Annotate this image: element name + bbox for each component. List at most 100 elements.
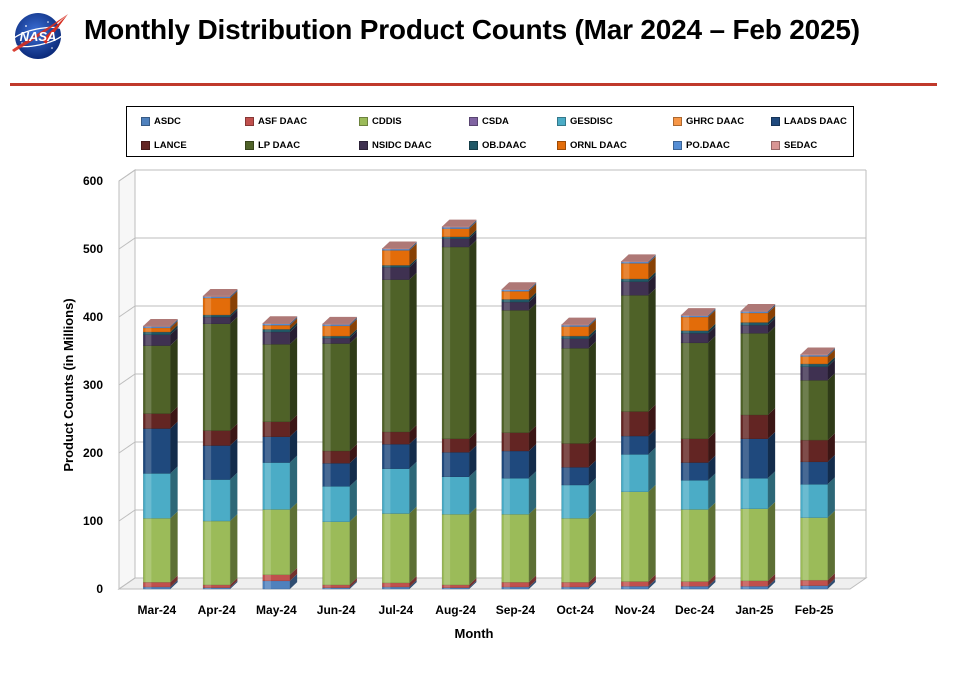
bar-segment-side (230, 578, 238, 588)
bar-segment-highlight (384, 249, 391, 251)
bar-segment-highlight (324, 324, 331, 326)
bar-segment-side (827, 578, 835, 589)
legend-label: PO.DAAC (686, 139, 730, 151)
bar-segment-side (767, 408, 776, 439)
legend-label: ORNL DAAC (570, 139, 627, 151)
bar-segment-side (528, 303, 537, 433)
bar-segment-side (409, 243, 417, 266)
bar-segment-side (409, 241, 417, 249)
bar-segment-highlight (444, 438, 451, 453)
bar-segment-side (708, 308, 716, 316)
bar-segment-gesdisc (501, 477, 530, 515)
y-axis-title: Product Counts (in Millions) (61, 298, 76, 471)
bar-segment-highlight (324, 325, 331, 337)
bar-segment-side (708, 574, 716, 587)
bar-stack-Dec-24: Dec-24 (675, 308, 716, 617)
bar-segment-side (469, 580, 477, 589)
bar-segment-side (648, 574, 656, 587)
bar-segment-highlight (264, 509, 271, 575)
bar-segment-highlight (742, 580, 749, 587)
bar-segment-side (767, 326, 776, 415)
bar-segment-highlight (683, 581, 690, 587)
bar-segment-laads-daac (382, 443, 410, 469)
bar-segment-highlight (145, 326, 152, 328)
bar-segment-laads-daac (202, 445, 231, 480)
y-tick-label: 600 (83, 174, 103, 188)
bar-segment-side (469, 219, 477, 228)
bar-segment-gesdisc (680, 480, 709, 510)
bar-segment-side (349, 316, 357, 325)
bar-segment-highlight (503, 582, 510, 587)
bar-segment-side (648, 254, 656, 262)
bar-segment-laads-daac (441, 452, 470, 478)
bar-segment-side (170, 325, 178, 335)
bar-segment-highlight (563, 518, 570, 583)
bar-segment-side (170, 327, 178, 346)
bar-segment-side (469, 507, 477, 585)
gridline-diag (118, 305, 136, 318)
bar-segment-side (827, 373, 835, 441)
bar-stack-May-24: May-24 (256, 316, 298, 617)
bar-segment-highlight (563, 484, 570, 519)
bar-segment-side (170, 580, 178, 589)
bar-stack-Mar-24: Mar-24 (138, 318, 178, 617)
bar-segment-highlight (145, 413, 152, 429)
bar-segment-cddis (621, 491, 649, 582)
bar-segment-gesdisc (143, 473, 171, 519)
x-axis-title: Month (455, 626, 494, 641)
x-tick-label: Oct-24 (556, 603, 594, 617)
bar-segment-side (289, 337, 298, 422)
bar-segment-highlight (145, 582, 152, 587)
bar-segment-highlight (563, 338, 570, 349)
bar-segment-highlight (384, 431, 391, 445)
bar-segment-side (170, 318, 178, 327)
bar-segment-side (409, 506, 417, 583)
bar-segment-side (409, 242, 417, 251)
bar-stack-Apr-24: Apr-24 (198, 289, 238, 617)
bar-segment-highlight (563, 348, 570, 444)
bar-segment-highlight (683, 438, 690, 463)
bar-segment-highlight (503, 289, 510, 292)
bar-segment-side (588, 580, 596, 589)
bar-segment-highlight (802, 356, 809, 364)
nasa-logo: NASA (6, 10, 70, 62)
bar-segment-highlight (563, 325, 570, 327)
bar-segment-gesdisc (441, 476, 470, 515)
bar-segment-side (708, 326, 716, 343)
bar-segment-highlight (563, 467, 570, 485)
bar-segment-highlight (503, 291, 510, 300)
bar-segment-highlight (742, 508, 749, 581)
y-tick-label: 400 (83, 310, 103, 324)
bar-segment-side (349, 479, 357, 522)
bar-segment-side (528, 575, 537, 587)
bar-segment-highlight (683, 480, 690, 510)
bar-stack-Nov-24: Nov-24 (615, 254, 656, 617)
bar-segment-lp-daac (441, 246, 470, 439)
bar-segment-lp-daac (740, 333, 769, 416)
bar-top (442, 219, 477, 227)
bar-segment-side (469, 231, 477, 247)
bar-segment-side (588, 341, 596, 444)
bar-segment-highlight (503, 299, 510, 303)
legend-label: LP DAAC (258, 139, 301, 151)
legend-swatch (245, 140, 254, 150)
bar-segment-side (170, 575, 178, 587)
bar-stack-Jun-24: Jun-24 (317, 316, 357, 617)
bar-segment-side (289, 322, 298, 332)
bar-segment-side (289, 316, 298, 326)
bar-segment-side (528, 507, 537, 583)
bar-segment-side (349, 331, 357, 344)
x-tick-label: Feb-25 (795, 603, 834, 617)
bar-segment-side (827, 349, 835, 364)
bar-segment-highlight (384, 468, 391, 514)
bar-top (501, 282, 537, 290)
bar-segment-highlight (623, 586, 630, 589)
bar-segment-highlight (444, 587, 451, 589)
bar-segment-side (588, 460, 596, 485)
gridline-diag (118, 169, 136, 182)
bar-segment-side (349, 578, 357, 588)
bar-segment-side (588, 575, 596, 587)
bar-segment-side (469, 240, 477, 439)
bar-top (322, 316, 357, 324)
bar-segment-highlight (802, 363, 809, 367)
